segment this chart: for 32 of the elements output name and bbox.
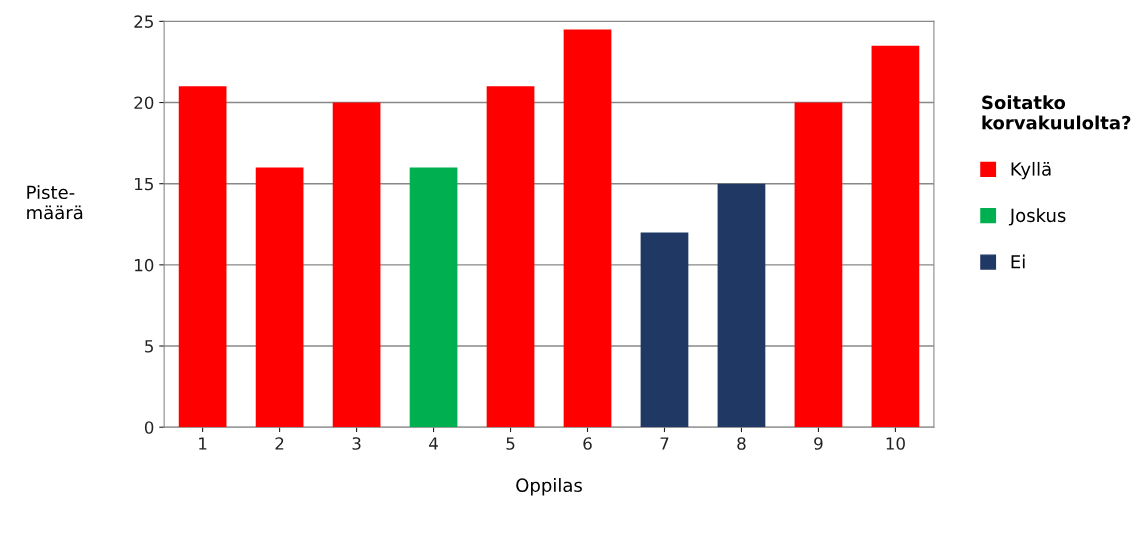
bar: [178, 86, 227, 428]
x-tick-label: 1: [199, 437, 207, 450]
x-tick-label: 9: [814, 437, 823, 450]
legend-label: Kyllä: [1011, 161, 1051, 180]
x-tick-label: 10: [886, 437, 905, 450]
bar: [563, 29, 612, 428]
y-tick-label: 25: [134, 15, 153, 28]
bar: [717, 183, 766, 428]
x-tick-label: 2: [275, 437, 284, 450]
y-tick-label: 15: [135, 177, 153, 191]
bar: [871, 45, 920, 428]
y-tick-label: 5: [145, 340, 153, 353]
x-tick-label: 3: [352, 437, 361, 450]
bar: [794, 102, 843, 428]
bar: [409, 167, 458, 428]
x-axis-title: Oppilas: [516, 478, 582, 496]
y-tick-label: 0: [144, 421, 154, 434]
x-tick-label: 8: [737, 437, 746, 450]
x-tick-label: 4: [429, 437, 438, 450]
y-tick-label: 20: [134, 96, 154, 110]
y-tick-label: 10: [135, 258, 154, 272]
y-axis-title: Piste- määrä: [27, 185, 83, 220]
x-tick-label: 5: [506, 437, 515, 450]
legend-label: Ei: [1011, 254, 1025, 269]
bar: [486, 86, 535, 428]
legend-title: Soitatko korvakuulolta?: [982, 95, 1131, 130]
bar: [255, 167, 304, 428]
bar: [640, 232, 689, 428]
x-tick-label: 6: [583, 437, 592, 450]
bar: [332, 102, 381, 428]
x-tick-label: 7: [660, 437, 669, 450]
legend-label: Joskus: [1008, 208, 1066, 226]
